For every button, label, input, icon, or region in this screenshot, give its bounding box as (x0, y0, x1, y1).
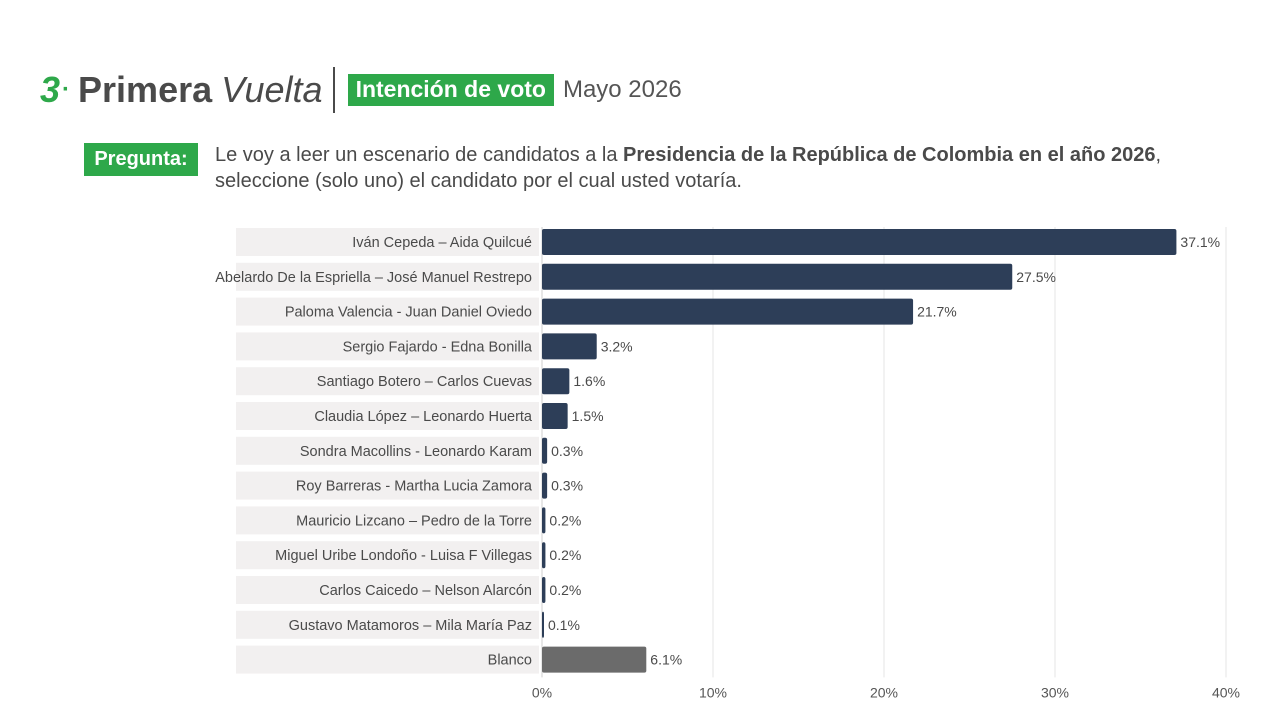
title-bold: Primera (78, 69, 213, 110)
question-text-start: Le voy a leer un escenario de candidatos… (215, 144, 624, 166)
x-tick-label: 40% (1212, 684, 1240, 700)
data-label: 0.2% (549, 547, 581, 563)
category-label: Mauricio Lizcano – Pedro de la Torre (296, 513, 532, 529)
category-label: Miguel Uribe Londoño - Luisa F Villegas (275, 548, 532, 564)
bar (542, 437, 548, 464)
category-label-bg (236, 262, 539, 291)
title-italic: Vuelta (221, 69, 323, 110)
header-divider (332, 67, 335, 113)
bar (542, 472, 548, 499)
bar (542, 229, 1177, 255)
x-tick-label: 30% (1041, 684, 1069, 700)
topic-tag: Intención de voto (347, 74, 554, 106)
question-text: Le voy a leer un escenario de candidatos… (215, 142, 1225, 194)
category-label-bg (236, 297, 539, 326)
data-label: 1.6% (573, 373, 605, 389)
data-label: 27.5% (1016, 269, 1056, 285)
category-label-bg (236, 610, 539, 639)
category-label: Sergio Fajardo - Edna Bonilla (343, 339, 533, 355)
question-badge: Pregunta: (84, 143, 198, 176)
category-label: Carlos Caicedo – Nelson Alarcón (319, 583, 532, 599)
period-label: Mayo 2026 (562, 76, 682, 103)
category-label-bg (236, 436, 539, 465)
data-label: 1.5% (572, 408, 604, 424)
bar (542, 403, 568, 429)
category-label-bg (236, 332, 539, 361)
bar (542, 542, 546, 569)
data-label: 37.1% (1180, 234, 1220, 250)
category-label-bg (236, 367, 539, 396)
category-label: Sondra Macollins - Leonardo Karam (300, 444, 532, 460)
question-text-end: , seleccione (solo uno) el candidato por… (215, 144, 1162, 192)
category-label-bg (236, 576, 539, 604)
bar (542, 368, 570, 395)
bar (542, 611, 544, 638)
category-label-bg (236, 471, 539, 500)
bar (542, 263, 1013, 290)
data-label: 6.1% (650, 652, 682, 668)
question-text-bold: Presidencia de la República de Colombia … (623, 144, 1156, 166)
category-label: Roy Barreras - Martha Lucia Zamora (296, 479, 533, 495)
bar (542, 577, 546, 603)
data-label: 21.7% (917, 304, 957, 320)
data-label: 0.3% (551, 478, 583, 494)
x-tick-label: 10% (699, 684, 727, 700)
category-label-bg (236, 541, 539, 570)
category-label-bg (236, 645, 539, 674)
data-label: 0.1% (548, 617, 580, 633)
x-tick-label: 20% (870, 684, 898, 700)
x-tick-label: 0% (532, 684, 552, 700)
slide-header: 3 · Primera Vuelta Intención de voto May… (40, 66, 682, 114)
data-label: 0.3% (551, 443, 583, 459)
data-label: 0.2% (549, 582, 581, 598)
category-label: Blanco (488, 653, 532, 669)
category-label: Iván Cepeda – Aida Quilcué (352, 235, 532, 251)
section-dot: · (62, 76, 71, 103)
category-label-bg (236, 228, 539, 256)
category-label-bg (236, 402, 539, 430)
bar (542, 507, 546, 534)
category-label: Claudia López – Leonardo Huerta (314, 409, 533, 425)
bar (542, 646, 647, 673)
data-label: 3.2% (601, 338, 633, 354)
category-label: Santiago Botero – Carlos Cuevas (317, 374, 532, 390)
category-label: Paloma Valencia - Juan Daniel Oviedo (285, 305, 532, 321)
category-label: Abelardo De la Espriella – José Manuel R… (215, 270, 532, 286)
category-label-bg (236, 506, 539, 535)
bar (542, 333, 597, 360)
section-number: 3 (40, 69, 61, 110)
data-label: 0.2% (549, 512, 581, 528)
bar (542, 298, 914, 325)
category-label: Gustavo Matamoros – Mila María Paz (289, 618, 532, 634)
